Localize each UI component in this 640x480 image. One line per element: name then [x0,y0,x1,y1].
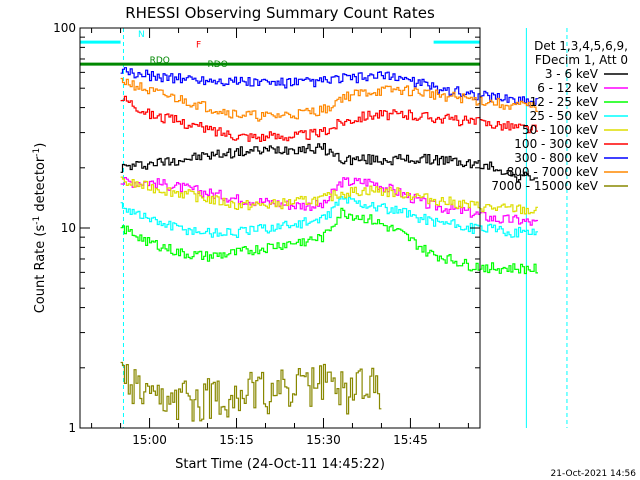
y-axis-label-end: ) [33,143,48,148]
axes: 1 10 100 15:00 15:15 15:30 15:45 [53,21,480,447]
x-tick-label-3: 15:45 [393,433,428,447]
legend-header-line-2: FDecim 1, Att 0 [535,53,628,67]
x-axis-label: Start Time (24-Oct-11 14:45:22) [175,457,385,472]
legend-label-3-6kev: 3 - 6 keV [545,67,599,81]
y-axis-label-exp1: -1 [32,216,42,225]
series-line-100-300kev [120,95,538,142]
x-tick-label-0: 15:00 [132,433,167,447]
footer-timestamp: 21-Oct-2021 14:56 [551,469,637,479]
legend-header-line-1: Det 1,3,4,5,6,9, [534,39,628,53]
legend-label-7000-15000kev: 7000 - 15000 keV [491,179,598,193]
legend-label-800-7000kev: 800 - 7000 keV [507,165,599,179]
legend-label-300-800kev: 300 - 800 keV [514,151,598,165]
y-tick-label-0: 1 [68,421,76,435]
y-tick-label-2: 100 [53,21,76,35]
series-line-3-6kev [120,143,538,183]
x-tick-label-2: 15:30 [306,433,341,447]
chart-title: RHESSI Observing Summary Count Rates [125,4,435,22]
legend-label-50-100kev: 50 - 100 keV [522,123,599,137]
annotation-f-1: F [196,40,201,50]
series-line-6-12kev [120,177,538,226]
series-line-50-100kev [120,176,538,215]
series-line-800-7000kev [120,77,538,122]
legend-label-12-25kev: 12 - 25 keV [530,95,599,109]
annotation-n-0: N [138,30,145,40]
series-line-25-50kev [120,196,538,238]
y-axis-label-main: Count Rate (s [33,225,48,314]
series-line-7000-15000kev [120,361,382,422]
series-line-300-800kev [120,67,538,107]
legend: Det 1,3,4,5,6,9, FDecim 1, Att 0 3 - 6 k… [491,39,628,193]
series-line-12-25kev [120,207,538,275]
svg-text:Count Rate (s-1 detector-1): Count Rate (s-1 detector-1) [32,143,48,314]
plot-area: N F RDO RDO [79,28,568,428]
legend-label-100-300kev: 100 - 300 keV [514,137,598,151]
annotation-rdo-2: RDO [150,56,170,66]
y-axis-label: Count Rate (s-1 detector-1) [32,143,48,314]
annotation-rdo-3: RDO [208,60,228,70]
y-axis-label-mid: detector [33,156,48,216]
legend-label-6-12kev: 6 - 12 keV [537,81,599,95]
y-axis-label-exp2: -1 [32,148,42,157]
legend-label-25-50kev: 25 - 50 keV [530,109,599,123]
x-tick-label-1: 15:15 [219,433,254,447]
y-tick-label-1: 10 [61,221,76,235]
